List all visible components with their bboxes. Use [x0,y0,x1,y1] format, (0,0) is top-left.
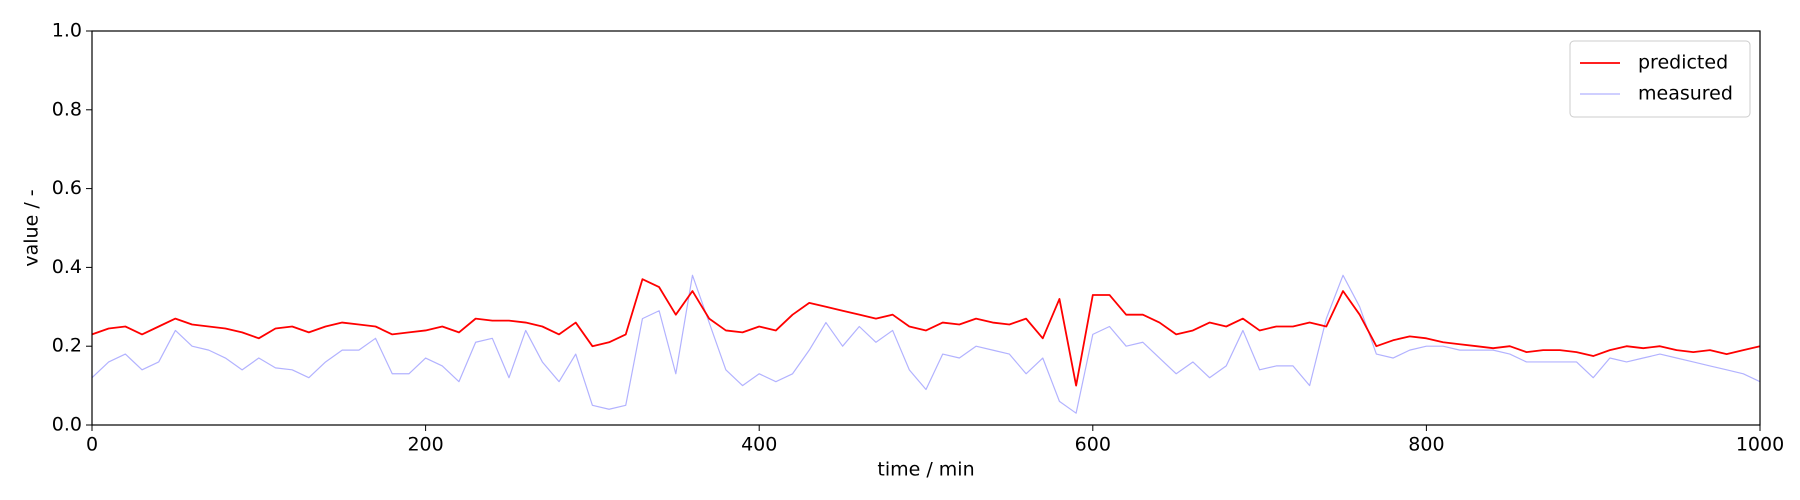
x-tick-label: 400 [741,434,777,456]
plot-frame [91,30,1761,426]
line-series [91,274,1761,414]
x-tick-label: 600 [1075,434,1111,456]
y-tick-label: 0.8 [52,98,82,120]
x-tick-label: 0 [86,434,98,456]
x-tick-label: 800 [1408,434,1444,456]
x-tick-label: 1000 [1736,434,1784,456]
x-axis-label: time / min [877,459,974,481]
legend-label: predicted [1638,52,1728,74]
legend-label: measured [1638,83,1733,105]
y-tick-label: 0.2 [52,335,82,357]
y-tick-label: 0.4 [52,256,82,278]
y-tick-label: 0.6 [52,177,82,199]
line-series [91,278,1761,387]
legend-box [1569,40,1751,118]
y-axis-label: value / - [21,189,43,266]
x-tick-label: 200 [407,434,443,456]
y-tick-label: 1.0 [52,20,82,42]
y-tick-label: 0.0 [52,414,82,436]
